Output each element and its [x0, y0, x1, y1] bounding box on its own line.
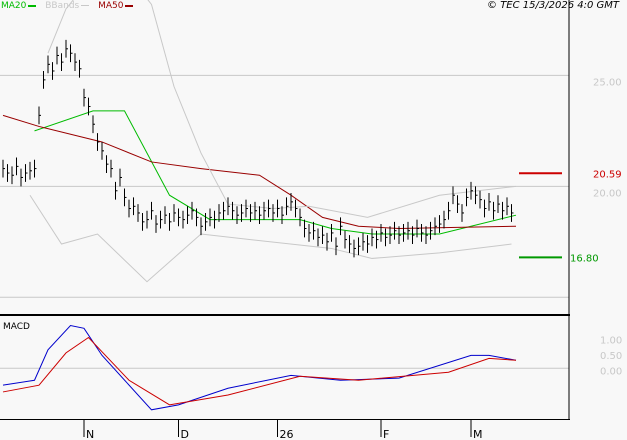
x-axis-label: 26 [280, 428, 294, 440]
macd-axis-label: 1.00 [600, 336, 622, 347]
price-axis-label: 25.00 [593, 77, 622, 88]
x-axis-label: D [181, 428, 189, 440]
legend-ma50-swatch [125, 4, 134, 7]
x-axis-label: M [473, 428, 483, 440]
legend-bbands-swatch [81, 5, 90, 6]
legend-ma20: MA20 [1, 1, 27, 11]
level-label: 16.80 [570, 253, 599, 264]
copyright: © TEC 15/3/2026 4:0 GMT [487, 0, 619, 11]
macd-axis-label: 0.00 [600, 366, 622, 377]
overlay-ma50 [2, 114, 517, 229]
macd-line [2, 324, 517, 411]
legend-ma50: MA50 [98, 1, 124, 11]
x-axis-label: N [86, 428, 94, 440]
overlay-bbands [47, 0, 517, 218]
legend: MA20 BBands MA50 [1, 1, 134, 11]
overlay-bbands [29, 194, 512, 283]
price-axis-label: 20.00 [593, 188, 622, 199]
macd-title: MACD [3, 322, 30, 332]
level-label: 20.59 [593, 169, 622, 180]
x-axis-label: F [383, 428, 389, 440]
macd-axis-label: 0.50 [600, 351, 622, 362]
signal-line [2, 336, 517, 406]
legend-ma20-swatch [28, 4, 37, 7]
legend-bbands: BBands [45, 1, 80, 11]
